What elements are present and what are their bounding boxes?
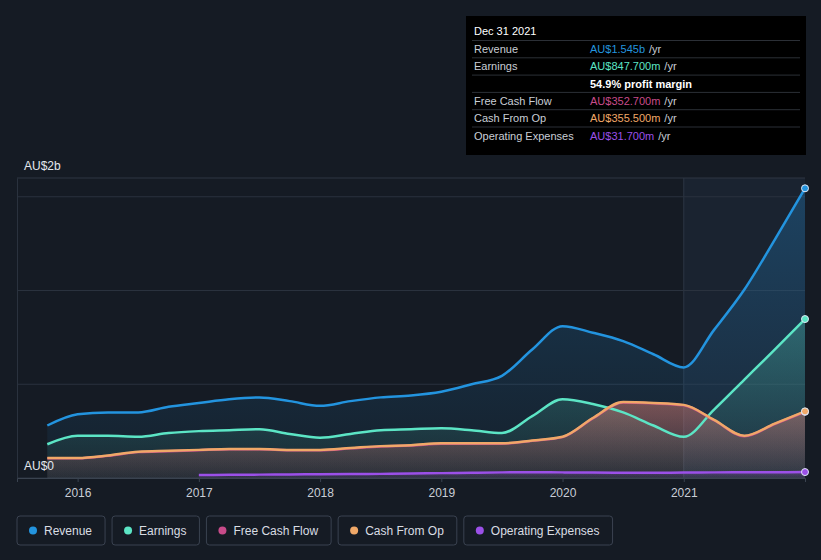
grid-line bbox=[17, 290, 805, 291]
tooltip-unit: /yr bbox=[664, 112, 677, 124]
tooltip-value: AU$31.700m bbox=[590, 130, 654, 142]
x-tick-label: 2019 bbox=[428, 486, 455, 500]
legend-item: Cash From Op bbox=[338, 516, 457, 545]
tooltip-unit: /yr bbox=[664, 95, 677, 107]
tooltip-label: Free Cash Flow bbox=[474, 95, 552, 107]
tooltip-separator bbox=[472, 92, 800, 93]
legend-box bbox=[464, 516, 613, 545]
tooltip-separator bbox=[472, 40, 800, 41]
tooltip-separator bbox=[472, 57, 800, 58]
plot-top-frame bbox=[17, 178, 805, 179]
x-tick-mark bbox=[684, 478, 685, 482]
tooltip-value: 54.9% profit margin bbox=[590, 78, 692, 90]
x-tick-label: 2017 bbox=[186, 486, 213, 500]
end-point bbox=[802, 185, 809, 192]
series-area bbox=[47, 188, 805, 478]
tooltip-unit: /yr bbox=[664, 60, 677, 72]
end-point bbox=[802, 408, 809, 415]
series-line bbox=[199, 472, 805, 475]
tooltip-unit: /yr bbox=[649, 43, 662, 55]
end-point bbox=[802, 408, 809, 415]
background bbox=[0, 0, 821, 560]
tooltip-value: AU$355.500m bbox=[590, 112, 660, 124]
x-axis: 2016 2017 2018 2019 2020 2021 bbox=[18, 478, 806, 500]
x-tick-label: 2018 bbox=[307, 486, 334, 500]
axis-annotation: AU$2b bbox=[24, 159, 61, 173]
tooltip-value-line: AU$352.700m/yr bbox=[590, 95, 677, 107]
series-area bbox=[199, 472, 805, 478]
x-tick: 2016 bbox=[65, 478, 92, 500]
x-tick-mark bbox=[199, 478, 200, 482]
tooltip-value-line: 54.9% profit margin bbox=[590, 78, 692, 90]
y-axis bbox=[17, 179, 19, 479]
tooltip-label: Operating Expenses bbox=[474, 130, 574, 142]
legend-box bbox=[338, 516, 457, 545]
tooltip-value: AU$1.545b bbox=[590, 43, 645, 55]
legend: Revenue Earnings Free Cash Flow Cash From O… bbox=[17, 516, 613, 545]
chart-root: 2016 2017 2018 2019 2020 2021 AU$2b AU$0 Dec 31 … bbox=[0, 0, 821, 560]
x-tick-mark bbox=[320, 478, 321, 482]
tooltip-title: Dec 31 2021 bbox=[474, 25, 536, 37]
legend-swatch bbox=[218, 527, 226, 535]
end-point bbox=[802, 316, 809, 323]
tooltip-value-line: AU$355.500m/yr bbox=[590, 112, 677, 124]
series-line bbox=[47, 402, 805, 458]
series-area bbox=[47, 402, 805, 478]
tooltip-label: Revenue bbox=[474, 43, 518, 55]
legend-label: Revenue bbox=[44, 524, 92, 538]
legend-item: Free Cash Flow bbox=[206, 516, 331, 545]
tooltip-value-line: AU$1.545b/yr bbox=[590, 43, 662, 55]
tooltip-bg bbox=[466, 16, 806, 155]
x-axis-line bbox=[18, 479, 806, 483]
x-tick-mark bbox=[78, 478, 79, 482]
x-tick-mark bbox=[441, 478, 442, 482]
legend-item: Earnings bbox=[112, 516, 199, 545]
x-tick: 2018 bbox=[307, 478, 334, 500]
grid bbox=[17, 197, 805, 478]
chart-svg: 2016 2017 2018 2019 2020 2021 AU$2b AU$0 Dec 31 … bbox=[0, 0, 821, 560]
grid-line bbox=[17, 196, 805, 197]
x-tick-label: 2021 bbox=[671, 486, 698, 500]
tooltip-value: AU$352.700m bbox=[590, 95, 660, 107]
legend-item: Revenue bbox=[17, 516, 105, 545]
y-axis-line bbox=[17, 179, 18, 479]
series-area bbox=[47, 319, 805, 478]
legend-box bbox=[112, 516, 199, 545]
tooltip-separator bbox=[472, 127, 800, 128]
series-line bbox=[47, 402, 805, 458]
end-point bbox=[802, 469, 809, 476]
legend-swatch bbox=[476, 527, 484, 535]
legend-item: Operating Expenses bbox=[464, 516, 613, 545]
series-line bbox=[47, 188, 805, 425]
plot-area bbox=[47, 185, 808, 478]
x-tick: 2019 bbox=[428, 478, 455, 500]
legend-label: Free Cash Flow bbox=[233, 524, 318, 538]
tooltip-unit: /yr bbox=[658, 130, 671, 142]
tooltip-separator bbox=[472, 75, 800, 76]
legend-box bbox=[17, 516, 105, 545]
x-tick-mark bbox=[563, 478, 564, 482]
x-tick: 2020 bbox=[550, 478, 577, 500]
legend-swatch bbox=[350, 527, 358, 535]
tooltip-value-line: AU$31.700m/yr bbox=[590, 130, 671, 142]
x-tick-label: 2020 bbox=[550, 486, 577, 500]
legend-swatch bbox=[29, 527, 37, 535]
tooltip-label: Earnings bbox=[474, 60, 518, 72]
legend-box bbox=[206, 516, 331, 545]
tooltip: Dec 31 2021 Revenue AU$1.545b/yr Earnings AU… bbox=[466, 16, 806, 155]
x-tick-label: 2016 bbox=[65, 486, 92, 500]
x-tick: 2021 bbox=[671, 478, 698, 500]
tooltip-label: Cash From Op bbox=[474, 112, 546, 124]
legend-label: Earnings bbox=[139, 524, 186, 538]
tooltip-value-line: AU$847.700m/yr bbox=[590, 60, 677, 72]
legend-label: Cash From Op bbox=[365, 524, 444, 538]
axis-annotation: AU$0 bbox=[24, 459, 54, 473]
series-area bbox=[47, 402, 805, 478]
series-line bbox=[47, 319, 805, 444]
legend-label: Operating Expenses bbox=[491, 524, 600, 538]
x-tick: 2017 bbox=[186, 478, 213, 500]
legend-swatch bbox=[124, 527, 132, 535]
tooltip-separator bbox=[472, 109, 800, 110]
tooltip-value: AU$847.700m bbox=[590, 60, 660, 72]
